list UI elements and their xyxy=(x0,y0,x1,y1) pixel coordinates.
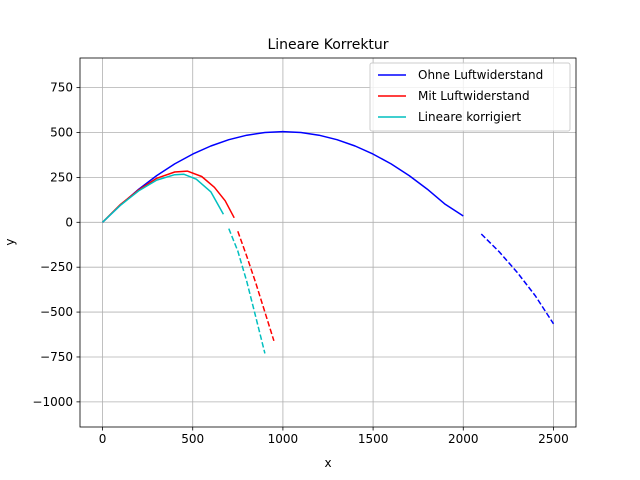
series-line-ohne-luftwiderstand xyxy=(101,130,464,223)
y-tick-label: 750 xyxy=(50,81,73,95)
y-tick-label: −500 xyxy=(40,305,73,319)
axis-ticks: 0 500 1000 1500 2000 2500 −1000 −750 −500 −250 0 25… xyxy=(32,81,568,446)
series-lines xyxy=(101,130,555,354)
legend-label-ohne-luftwiderstand: Ohne Luftwiderstand xyxy=(418,68,543,82)
y-tick-label: 500 xyxy=(50,126,73,140)
y-tick-label: −1000 xyxy=(32,395,73,409)
x-tick-label: 2500 xyxy=(538,432,569,446)
x-tick-label: 2000 xyxy=(448,432,479,446)
series-line-lineare-korrigiert xyxy=(101,173,225,223)
legend-label-mit-luftwiderstand: Mit Luftwiderstand xyxy=(418,89,530,103)
series-dashed-ohne-luftwiderstand xyxy=(480,233,555,325)
plot-frame xyxy=(79,57,577,428)
x-tick-label: 1500 xyxy=(358,432,389,446)
x-axis-label: x xyxy=(324,456,331,470)
y-axis-label: y xyxy=(3,238,17,245)
series-dashed-lineare-korrigiert xyxy=(228,228,266,354)
y-tick-label: −750 xyxy=(40,350,73,364)
chart-title: Lineare Korrektur xyxy=(267,37,388,53)
y-tick-label: 0 xyxy=(65,215,73,229)
legend-box xyxy=(369,62,571,132)
x-tick-label: 1000 xyxy=(268,432,299,446)
legend: Ohne Luftwiderstand Mit Luftwiderstand Lin… xyxy=(369,62,571,132)
series-dashed-mit-luftwiderstand xyxy=(237,231,275,342)
x-tick-label: 0 xyxy=(99,432,107,446)
x-tick-label: 500 xyxy=(181,432,204,446)
grid-lines xyxy=(80,58,576,427)
y-tick-label: 250 xyxy=(50,170,73,184)
legend-label-lineare-korrigiert: Lineare korrigiert xyxy=(418,110,521,124)
y-tick-label: −250 xyxy=(40,260,73,274)
